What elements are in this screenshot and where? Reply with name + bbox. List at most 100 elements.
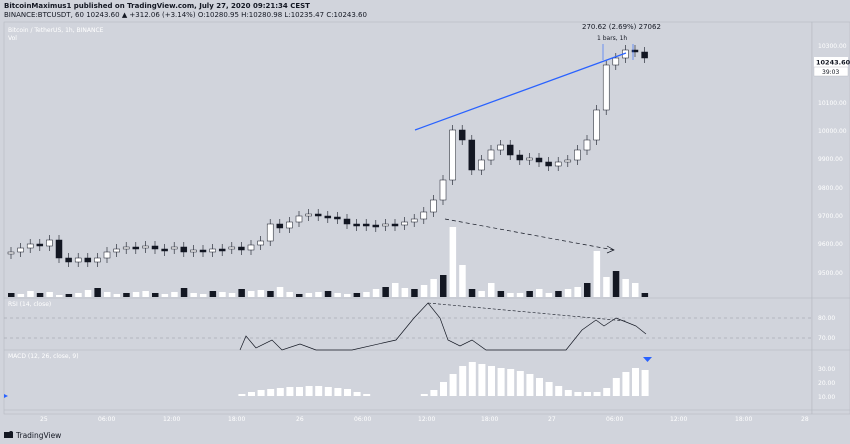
divergence-line-price[interactable] (444, 218, 615, 251)
candle-body (276, 223, 284, 229)
macd-bar (315, 386, 323, 396)
macd-bar (536, 378, 543, 396)
macd-bar (526, 374, 534, 396)
volume-bar (612, 271, 620, 297)
volume-bar (46, 292, 53, 297)
candle-body (487, 149, 495, 161)
volume-bar (305, 293, 313, 297)
volume-bar (507, 293, 514, 297)
macd-bar (497, 368, 505, 396)
macd-bar (622, 372, 630, 396)
rsi-line (239, 302, 647, 351)
candle-body (257, 240, 264, 246)
macd-bar (324, 387, 332, 396)
volume-bar (36, 293, 44, 297)
time-tick: 27 (548, 416, 556, 423)
volume-bar (248, 291, 255, 297)
legend-main: Bitcoin / TetherUS, 1h, BINANCE (8, 27, 104, 34)
price-tick: 9900.00 (818, 156, 843, 163)
volume-bar (65, 294, 73, 297)
macd-left-marker (4, 394, 8, 398)
volume-bar (497, 291, 505, 297)
volume-bar (200, 294, 207, 297)
macd-bar (593, 392, 601, 396)
volume-bar (132, 292, 140, 297)
candle-body (209, 248, 216, 253)
candle-body (305, 213, 312, 217)
volume-bar (17, 294, 25, 297)
trendline[interactable] (414, 52, 627, 131)
volume-bar (382, 287, 389, 297)
candle-body (391, 223, 399, 227)
volume-bar (641, 293, 649, 297)
macd-bar (632, 368, 639, 396)
countdown-badge (813, 66, 849, 77)
price-scale-area[interactable] (811, 21, 850, 415)
volume-bar (411, 289, 418, 297)
volume-bar (401, 288, 409, 297)
candle-body (170, 246, 178, 250)
candle-body (238, 246, 245, 251)
time-tick: 12:00 (418, 416, 435, 423)
macd-bar (238, 394, 246, 396)
volume-bar (459, 265, 466, 297)
candle-body (17, 247, 24, 253)
ohlc-values: O:10280.95 H:10280.98 L:10235.47 C:10243… (197, 11, 367, 19)
volume-bar (344, 294, 351, 297)
last-price-text: 10243.60 (816, 59, 850, 67)
candle-body (468, 139, 476, 171)
candle-body (545, 161, 552, 167)
candle-body (602, 64, 610, 111)
volume-bar (449, 227, 457, 297)
divergence-line-rsi[interactable] (427, 302, 627, 322)
volume-bar (440, 275, 447, 297)
volume-bar (238, 289, 245, 297)
macd-bar (430, 390, 438, 396)
macd-bar (584, 392, 591, 396)
tradingview-logo-icon (4, 432, 13, 438)
candle-body (324, 215, 332, 219)
candle-body (84, 257, 92, 263)
macd-bar (459, 366, 467, 396)
time-axis[interactable]: 25 06:00 12:00 18:00 26 06:00 12:00 18:0… (40, 416, 809, 423)
macd-bar (257, 390, 265, 396)
volume-bar (180, 288, 188, 297)
volume-bar (142, 291, 149, 297)
candle-body (74, 257, 82, 263)
countdown-text: 39:03 (822, 69, 839, 76)
volume-bar (209, 291, 217, 297)
time-tick: 12:00 (163, 416, 180, 423)
rsi-tick: 80.00 (818, 315, 835, 322)
macd-marker (643, 357, 652, 362)
volume-bar (276, 287, 284, 297)
candle-body (535, 157, 543, 163)
macd-tick: 10.00 (818, 394, 835, 401)
tradingview-logo-dot (9, 431, 13, 435)
macd-bar (363, 394, 371, 396)
volume-bar (56, 295, 63, 297)
candle-body (218, 248, 226, 252)
candle-body (497, 144, 504, 151)
candle-body (161, 248, 168, 252)
candle-body (142, 245, 149, 249)
volume-bar (286, 292, 293, 297)
candle-body (631, 49, 639, 53)
candle-body (420, 211, 428, 220)
candle-body (286, 221, 293, 229)
volume-bar (84, 290, 92, 297)
candle-body (113, 248, 120, 253)
macd-bar (286, 387, 294, 396)
divergence-arrowhead (606, 245, 615, 254)
volume-bar (363, 292, 370, 297)
volume-bar (75, 293, 82, 297)
volume-bar (430, 279, 437, 297)
time-tick: 18:00 (228, 416, 245, 423)
candle-body (372, 224, 380, 228)
candle-body (458, 129, 466, 141)
candle-body (410, 218, 418, 223)
macd-bar (478, 364, 486, 396)
candle-body (151, 245, 159, 250)
candle-body (7, 251, 15, 255)
